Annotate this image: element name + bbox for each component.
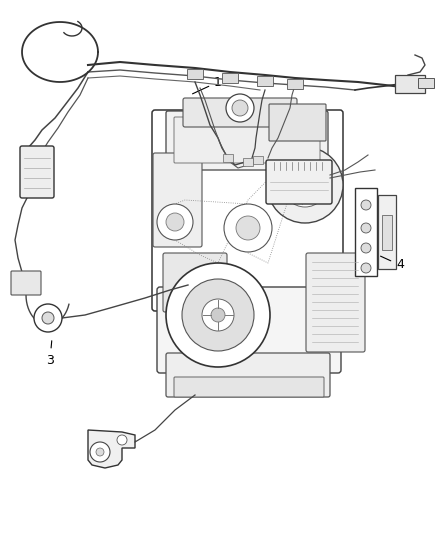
- Circle shape: [157, 204, 193, 240]
- FancyBboxPatch shape: [166, 353, 330, 397]
- Bar: [418, 78, 434, 88]
- Circle shape: [166, 263, 270, 367]
- Circle shape: [267, 147, 343, 223]
- Bar: [355, 188, 377, 276]
- FancyBboxPatch shape: [11, 271, 41, 295]
- Circle shape: [42, 312, 54, 324]
- Circle shape: [34, 304, 62, 332]
- FancyBboxPatch shape: [20, 146, 54, 198]
- Bar: [382, 215, 392, 250]
- Bar: [223, 154, 233, 162]
- FancyBboxPatch shape: [306, 253, 365, 352]
- Circle shape: [202, 299, 234, 331]
- Bar: [222, 73, 238, 83]
- Bar: [187, 69, 203, 79]
- Circle shape: [166, 213, 184, 231]
- FancyBboxPatch shape: [166, 111, 328, 170]
- Circle shape: [232, 100, 248, 116]
- FancyBboxPatch shape: [163, 253, 227, 312]
- FancyBboxPatch shape: [269, 104, 326, 141]
- Text: 3: 3: [46, 341, 54, 367]
- Text: 4: 4: [381, 256, 404, 271]
- Bar: [395, 75, 425, 93]
- Text: 5: 5: [288, 149, 296, 168]
- Bar: [378, 195, 396, 269]
- FancyBboxPatch shape: [152, 110, 343, 311]
- FancyBboxPatch shape: [266, 160, 332, 204]
- FancyBboxPatch shape: [157, 287, 341, 373]
- FancyBboxPatch shape: [174, 377, 324, 397]
- Polygon shape: [88, 430, 135, 468]
- Circle shape: [182, 279, 254, 351]
- Circle shape: [90, 442, 110, 462]
- Circle shape: [361, 263, 371, 273]
- Circle shape: [283, 163, 327, 207]
- Text: 1: 1: [193, 76, 222, 94]
- Circle shape: [361, 200, 371, 210]
- FancyBboxPatch shape: [174, 117, 320, 163]
- FancyBboxPatch shape: [153, 153, 202, 247]
- Circle shape: [224, 204, 272, 252]
- Circle shape: [361, 223, 371, 233]
- Text: 2: 2: [111, 441, 135, 456]
- Circle shape: [236, 216, 260, 240]
- Bar: [257, 76, 273, 86]
- Bar: [243, 158, 253, 166]
- Bar: [287, 79, 303, 89]
- Circle shape: [211, 308, 225, 322]
- Bar: [253, 156, 263, 164]
- Circle shape: [117, 435, 127, 445]
- Circle shape: [361, 243, 371, 253]
- Circle shape: [226, 94, 254, 122]
- FancyBboxPatch shape: [183, 98, 297, 127]
- Circle shape: [96, 448, 104, 456]
